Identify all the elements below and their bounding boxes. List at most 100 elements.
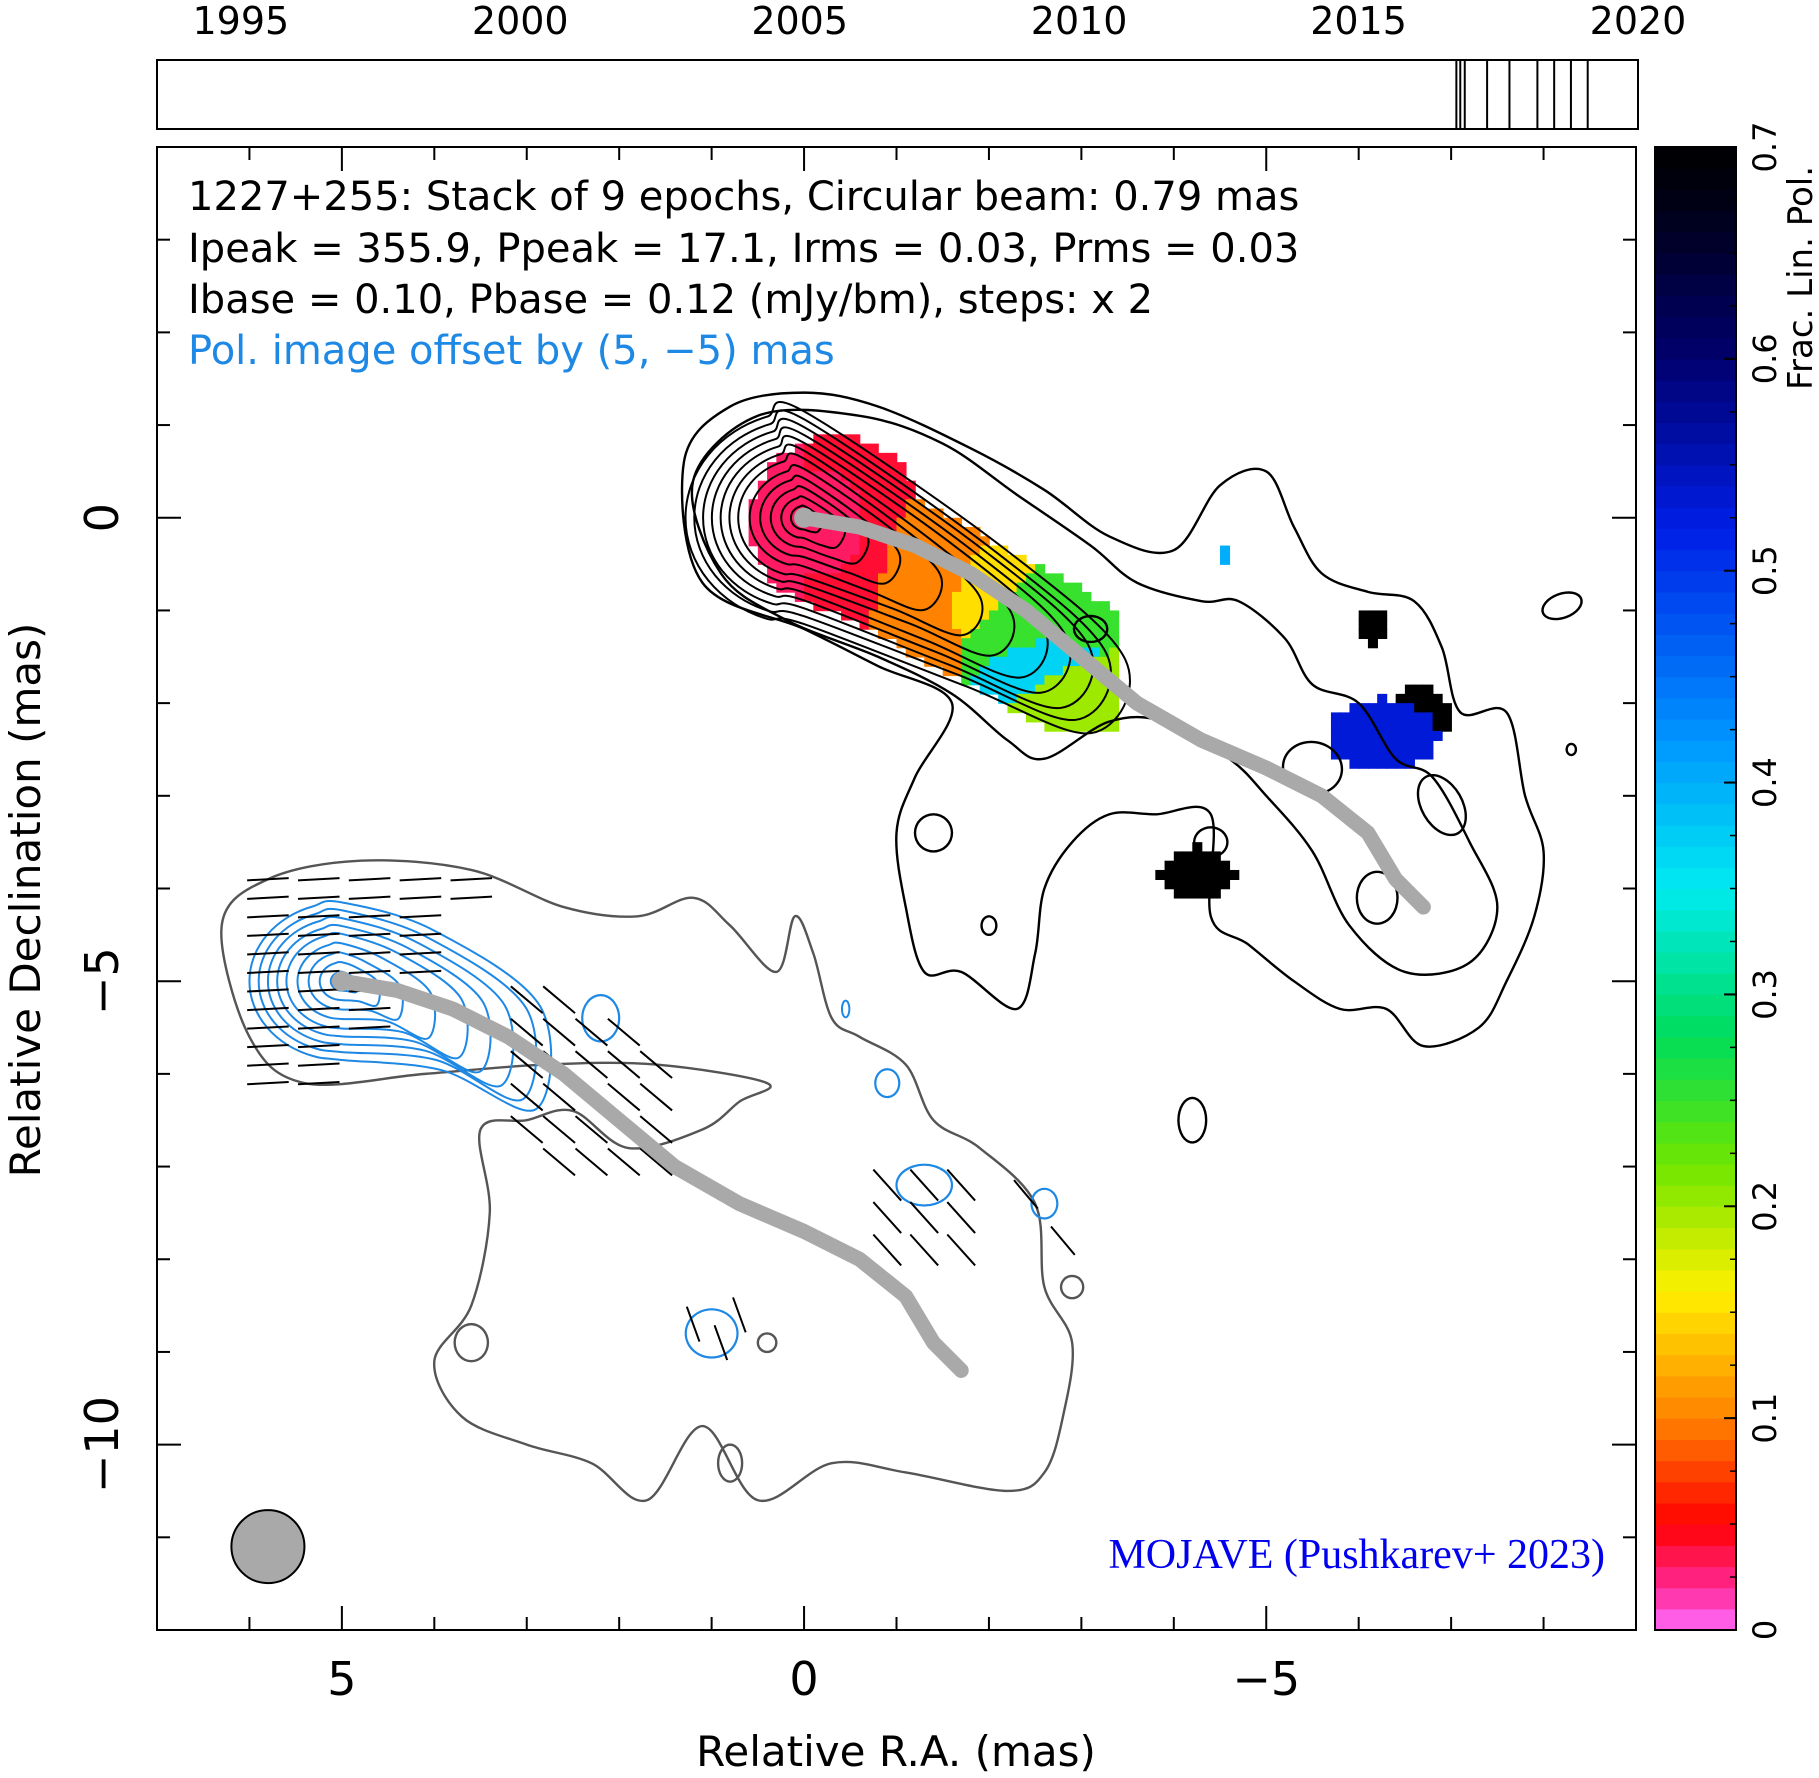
colorbar-step: [1655, 1524, 1736, 1546]
p-contour: [285, 931, 469, 1060]
frac-pol-pixel: [776, 452, 787, 463]
frac-pol-pixel: [868, 471, 879, 482]
p-contour-base-island: [453, 1322, 490, 1363]
frac-pol-pixel: [878, 545, 889, 556]
colorbar-step: [1655, 591, 1736, 614]
frac-pol-pixel: [1404, 693, 1415, 704]
frac-pol-pixel: [1109, 703, 1120, 714]
frac-pol-pixel: [988, 554, 999, 565]
frac-pol-pixel: [1062, 721, 1073, 732]
frac-pol-pixel: [850, 610, 861, 621]
frac-pol-pixel: [776, 554, 787, 565]
frac-pol-pixel: [1109, 647, 1120, 658]
frac-pol-pixel: [841, 582, 852, 593]
ridge-start-total: [794, 507, 815, 528]
header-line-3: Ibase = 0.10, Pbase = 0.12 (mJy/bm), ste…: [188, 277, 1153, 323]
frac-pol-pixel: [841, 591, 852, 602]
frac-pol-pixel: [878, 471, 889, 482]
evpa-stick: [348, 1025, 391, 1030]
frac-pol-pixel: [970, 554, 981, 565]
timeline-box: [156, 59, 1639, 130]
frac-pol-pixel: [933, 508, 944, 519]
i-contour-core: [780, 495, 847, 550]
colorbar-step: [1655, 1545, 1736, 1568]
i-contour-core: [693, 409, 1112, 721]
evpa-stick: [713, 1324, 729, 1361]
evpa-stick: [542, 1147, 576, 1177]
frac-pol-pixel: [1025, 638, 1036, 649]
evpa-stick: [450, 877, 493, 882]
frac-pol-pixel: [757, 536, 768, 547]
evpa-stick: [510, 1082, 544, 1112]
evpa-stick: [348, 969, 391, 975]
frac-pol-pixel: [970, 582, 981, 593]
frac-pol-pixel: [1053, 693, 1064, 704]
frac-pol-pixel: [878, 628, 889, 640]
frac-pol-pixel: [979, 638, 990, 649]
frac-pol-pixel: [1164, 860, 1175, 871]
frac-pol-pixel: [979, 628, 990, 640]
frac-pol-pixel: [887, 545, 898, 556]
frac-pol-pixel: [1081, 675, 1092, 686]
frac-pol-pixel: [1367, 749, 1378, 760]
evpa-stick: [247, 951, 289, 956]
frac-pol-pixel: [1414, 740, 1425, 751]
frac-pol-pixel: [887, 601, 898, 612]
frac-pol-pixel: [757, 508, 768, 519]
colorbar-tick-label: 0.7: [1746, 122, 1784, 173]
frac-pol-pixel: [1081, 591, 1092, 602]
frac-pol-pixel: [905, 582, 916, 593]
p-contour-base-island: [756, 1332, 778, 1354]
frac-pol-pixel: [1025, 619, 1036, 630]
evpa-stick: [247, 969, 289, 975]
frac-pol-pixel: [822, 564, 833, 575]
frac-pol-pixel: [1072, 582, 1083, 593]
frac-pol-pixel: [748, 499, 759, 510]
polarization-contours: [220, 859, 1085, 1503]
frac-pol-pixel: [887, 554, 898, 565]
i-contour-core: [769, 485, 870, 565]
frac-pol-pixel: [1358, 610, 1369, 621]
evpa-stick: [607, 1147, 641, 1177]
frac-pol-pixel: [1090, 628, 1101, 640]
evpa-stick: [247, 1043, 289, 1049]
frac-pol-pixel: [961, 582, 972, 593]
frac-pol-pixel: [878, 610, 889, 621]
colorbar-step: [1655, 549, 1736, 572]
frac-pol-pixel: [896, 489, 907, 500]
colorbar-step: [1655, 147, 1736, 169]
frac-pol-pixel: [1201, 888, 1212, 899]
frac-pol-pixel: [924, 628, 935, 640]
i-contour-island: [1541, 591, 1583, 621]
frac-pol-pixel: [933, 656, 944, 667]
evpa-stick: [510, 1115, 544, 1144]
frac-pol-pixel: [1210, 860, 1221, 871]
colorbar-step: [1655, 719, 1736, 741]
beam-ellipse: [230, 1509, 306, 1585]
frac-pol-pixel: [794, 536, 805, 547]
frac-pol-pixel: [896, 601, 907, 612]
frac-pol-pixel: [1090, 647, 1101, 658]
frac-pol-pixel: [1007, 684, 1018, 695]
frac-pol-pixel: [804, 582, 815, 593]
frac-pol-pixel: [767, 554, 778, 565]
frac-pol-pixel: [1432, 693, 1443, 704]
frac-pol-pixel: [868, 610, 879, 621]
frac-pol-pixel: [1044, 656, 1055, 667]
frac-pol-pixel: [1090, 601, 1101, 612]
frac-pol-pixel: [1090, 712, 1101, 723]
frac-pol-pixel: [988, 573, 999, 584]
ridge-start-pol: [331, 971, 352, 992]
p-contour-island: [840, 999, 851, 1019]
frac-pol-pixel: [1220, 545, 1231, 556]
frac-pol-pixel: [1414, 703, 1425, 714]
frac-pol-pixel: [859, 536, 870, 547]
frac-pol-pixel: [785, 527, 796, 538]
evpa-stick: [946, 1201, 976, 1234]
frac-pol-pixel: [970, 638, 981, 649]
evpa-stick: [607, 1050, 641, 1079]
frac-pol-pixel: [1044, 591, 1055, 602]
frac-pol-pixel: [1414, 730, 1425, 741]
frac-pol-pixel: [1007, 675, 1018, 686]
frac-pol-pixel: [804, 443, 815, 454]
